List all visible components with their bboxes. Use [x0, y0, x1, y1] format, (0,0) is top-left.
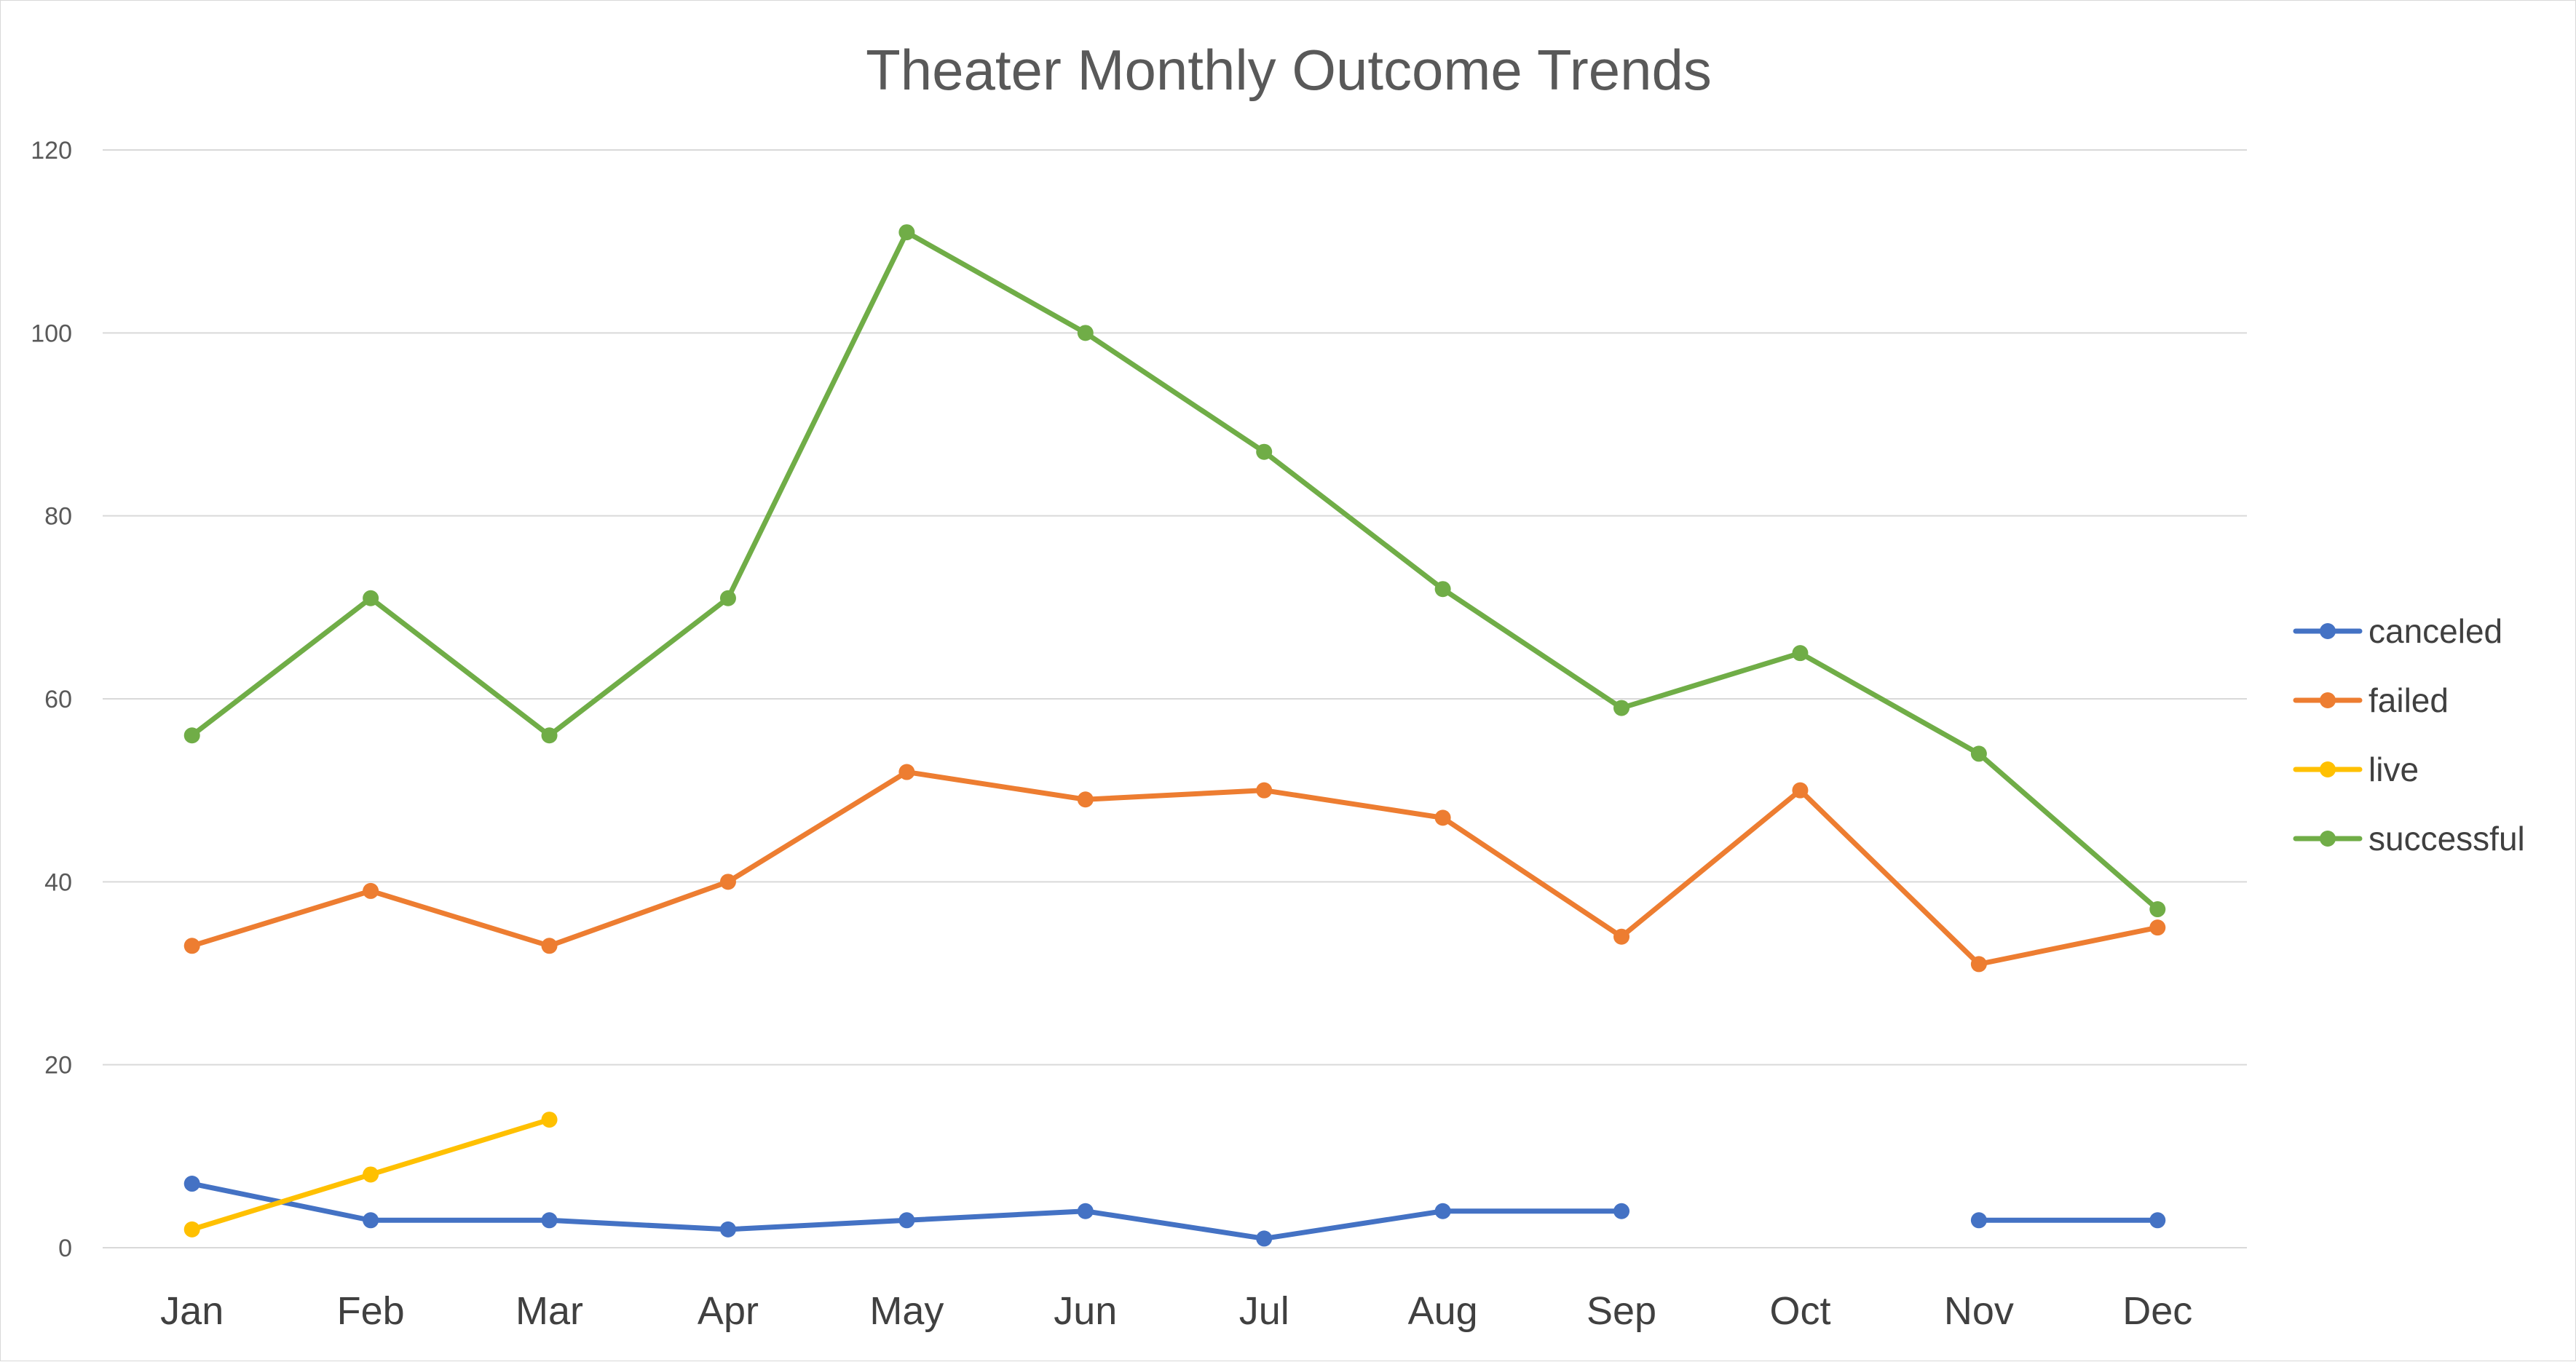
x-axis-ticks: Jan Feb Mar Apr May Jun Jul Aug Sep Oct Nov Dec	[160, 1289, 2192, 1333]
data-point	[541, 727, 558, 744]
legend-label: live	[2368, 751, 2419, 788]
data-point	[719, 1221, 736, 1238]
series-line	[189, 1181, 1624, 1241]
data-point	[1434, 809, 1451, 826]
legend-swatch-marker	[2320, 623, 2336, 639]
data-point	[2149, 919, 2166, 936]
legend-item-failed: failed	[2293, 681, 2449, 719]
data-point	[719, 874, 736, 890]
data-point	[2149, 901, 2166, 918]
legend-swatch-marker	[2320, 692, 2336, 708]
data-point	[1077, 325, 1094, 341]
x-tick-label: Apr	[698, 1289, 759, 1333]
y-tick-label: 120	[31, 137, 72, 165]
data-point	[898, 764, 915, 780]
legend-item-successful: successful	[2293, 820, 2525, 858]
data-point	[541, 1212, 558, 1229]
data-point	[363, 882, 379, 899]
data-point	[898, 1212, 915, 1229]
data-point	[1970, 1212, 1987, 1229]
x-tick-label: Mar	[515, 1289, 583, 1333]
x-tick-label: Oct	[1769, 1289, 1830, 1333]
data-point	[363, 590, 379, 606]
data-point	[1434, 581, 1451, 598]
data-point	[1256, 443, 1273, 460]
series-lines	[183, 224, 2166, 1247]
data-point	[1434, 1203, 1451, 1219]
series-failed	[183, 764, 2166, 973]
data-point	[898, 224, 915, 241]
y-tick-label: 20	[44, 1052, 72, 1080]
x-tick-label: Jan	[160, 1289, 224, 1333]
legend: canceled failed live successful	[2293, 612, 2525, 858]
data-point	[1613, 1203, 1630, 1219]
x-tick-label: May	[869, 1289, 944, 1333]
data-point	[541, 938, 558, 954]
data-point	[1613, 700, 1630, 716]
data-point	[1077, 791, 1094, 808]
data-point	[1256, 1230, 1273, 1247]
data-point	[183, 727, 200, 744]
x-tick-label: Dec	[2122, 1289, 2192, 1333]
legend-swatch-marker	[2320, 761, 2336, 777]
legend-label: successful	[2368, 820, 2525, 858]
legend-label: canceled	[2368, 612, 2502, 650]
legend-item-live: live	[2293, 751, 2419, 788]
legend-item-canceled: canceled	[2293, 612, 2502, 650]
data-point	[363, 1166, 379, 1183]
y-tick-label: 100	[31, 320, 72, 347]
data-point	[363, 1212, 379, 1229]
x-tick-label: Feb	[337, 1289, 405, 1333]
y-tick-label: 60	[44, 686, 72, 713]
data-point	[2149, 1212, 2166, 1229]
y-axis-ticks: 0 20 40 60 80 100 120	[31, 137, 72, 1262]
data-point	[183, 1221, 200, 1238]
x-tick-label: Jun	[1054, 1289, 1117, 1333]
x-tick-label: Nov	[1944, 1289, 2014, 1333]
data-point	[1077, 1203, 1094, 1219]
x-tick-label: Sep	[1587, 1289, 1656, 1333]
series-line	[189, 769, 2160, 967]
gridlines	[103, 149, 2247, 1248]
x-tick-label: Jul	[1239, 1289, 1289, 1333]
data-point	[1256, 782, 1273, 799]
series-line	[189, 229, 2160, 912]
data-point	[1970, 745, 1987, 762]
series-successful	[183, 224, 2166, 918]
series-canceled	[183, 1176, 2166, 1247]
chart-title: Theater Monthly Outcome Trends	[866, 38, 1712, 102]
data-point	[183, 938, 200, 954]
x-tick-label: Aug	[1408, 1289, 1478, 1333]
data-point	[1792, 782, 1809, 799]
y-tick-label: 80	[44, 503, 72, 531]
data-point	[1970, 956, 1987, 973]
y-tick-label: 40	[44, 868, 72, 896]
data-point	[541, 1112, 558, 1128]
legend-label: failed	[2368, 681, 2449, 719]
series-live	[183, 1112, 558, 1238]
data-point	[1613, 928, 1630, 945]
legend-swatch-marker	[2320, 831, 2336, 847]
data-point	[1792, 645, 1809, 662]
data-point	[719, 590, 736, 606]
data-point	[183, 1176, 200, 1192]
y-tick-label: 0	[58, 1235, 72, 1262]
